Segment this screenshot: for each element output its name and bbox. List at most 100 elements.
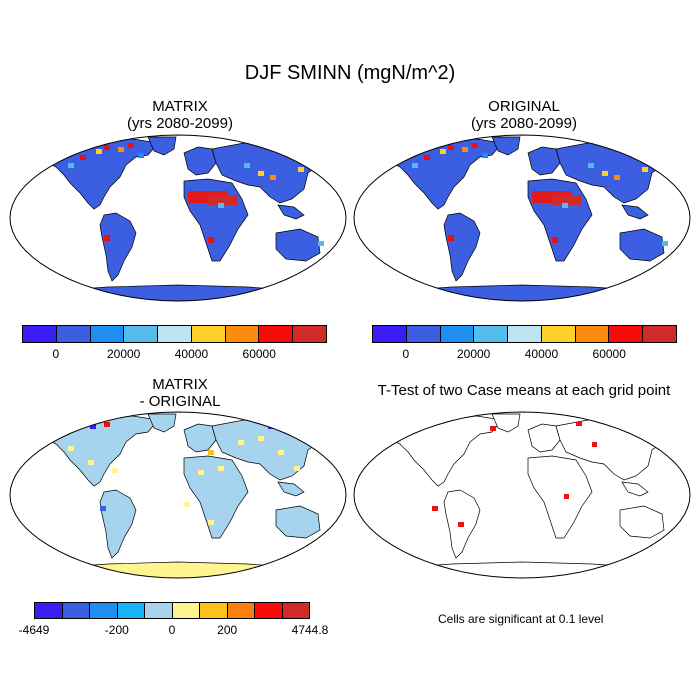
grid-cell bbox=[640, 432, 646, 437]
colorbar-label: 0 bbox=[168, 623, 176, 637]
land-africa bbox=[527, 455, 593, 539]
grid-cell bbox=[184, 502, 190, 507]
colorbar-label: 0 bbox=[52, 347, 60, 361]
land-europe bbox=[527, 146, 561, 176]
colorbar-label: 20000 bbox=[106, 347, 141, 361]
land-greenland bbox=[147, 136, 177, 156]
panel-title-matrix: MATRIX (yrs 2080-2099) bbox=[10, 98, 350, 132]
land-africa bbox=[183, 455, 249, 539]
colorbar-original bbox=[372, 325, 677, 343]
colorbar-swatch bbox=[90, 603, 118, 618]
grid-cell bbox=[68, 163, 74, 168]
colorbar-swatch bbox=[62, 603, 90, 618]
grid-cell bbox=[138, 153, 144, 158]
land-greenland bbox=[147, 413, 177, 433]
panel-title-line1: MATRIX bbox=[152, 98, 208, 115]
colorbar-swatch bbox=[609, 326, 644, 342]
colorbar-swatch bbox=[406, 326, 441, 342]
land-australia bbox=[619, 505, 665, 539]
panel-title-line2: (yrs 2080-2099) bbox=[127, 115, 233, 132]
colorbar-swatch bbox=[474, 326, 509, 342]
grid-cell bbox=[588, 163, 594, 168]
land-greenland bbox=[491, 413, 521, 433]
land-se-asia bbox=[621, 204, 649, 220]
grid-cell bbox=[472, 143, 478, 148]
figure-title: DJF SMINN (mgN/m^2) bbox=[244, 62, 456, 84]
colorbar-swatch bbox=[191, 326, 226, 342]
map-border bbox=[353, 134, 691, 302]
grid-cell bbox=[424, 155, 430, 160]
land-europe bbox=[183, 423, 217, 453]
map-border bbox=[9, 411, 347, 579]
panel-title-difference: MATRIX - ORIGINAL bbox=[10, 376, 350, 410]
colorbar-swatch bbox=[225, 326, 260, 342]
grid-cell bbox=[208, 520, 214, 525]
colorbar-swatch bbox=[172, 603, 200, 618]
grid-cell bbox=[294, 466, 300, 471]
colorbar-swatch bbox=[259, 326, 294, 342]
colorbar-label: 0 bbox=[402, 347, 410, 361]
grid-cell bbox=[440, 149, 446, 154]
grid-cell bbox=[258, 171, 264, 176]
colorbar-label: 20000 bbox=[456, 347, 491, 361]
grid-cell bbox=[258, 436, 264, 441]
map-border bbox=[353, 411, 691, 579]
grid-cell bbox=[576, 422, 582, 426]
colorbar-label: 40000 bbox=[524, 347, 559, 361]
grid-cell bbox=[90, 424, 96, 429]
grid-cell bbox=[662, 241, 668, 246]
map-original bbox=[353, 134, 691, 302]
grid-cell bbox=[208, 195, 238, 205]
grid-cell bbox=[118, 147, 124, 152]
colorbar-swatch bbox=[373, 326, 407, 342]
colorbar-swatch bbox=[145, 603, 173, 618]
map-matrix bbox=[9, 134, 347, 302]
colorbar-matrix bbox=[22, 325, 327, 343]
colorbar-swatch bbox=[56, 326, 91, 342]
colorbar-original-labels: 0 20000 40000 60000 bbox=[372, 347, 677, 363]
grid-cell bbox=[308, 434, 314, 439]
grid-cell bbox=[270, 175, 276, 180]
land-south-america bbox=[99, 212, 137, 282]
colorbar-swatch bbox=[158, 326, 192, 342]
grid-cell bbox=[432, 506, 438, 511]
colorbar-difference bbox=[34, 602, 310, 619]
land-north-america bbox=[391, 138, 503, 210]
land-se-asia bbox=[277, 204, 305, 220]
grid-cell bbox=[88, 460, 94, 465]
grid-cell bbox=[208, 237, 214, 243]
grid-cell bbox=[80, 155, 86, 160]
land-north-america bbox=[47, 415, 159, 487]
grid-cell bbox=[278, 450, 284, 455]
grid-cell bbox=[104, 422, 110, 427]
land-australia bbox=[275, 505, 321, 539]
grid-cell bbox=[638, 145, 644, 150]
grid-cell bbox=[218, 466, 224, 471]
land-south-america bbox=[443, 212, 481, 282]
colorbar-label: 60000 bbox=[592, 347, 626, 361]
land-europe bbox=[527, 423, 561, 453]
panel-title-original: ORIGINAL (yrs 2080-2099) bbox=[354, 98, 694, 132]
colorbar-swatch bbox=[90, 326, 125, 342]
grid-cell bbox=[128, 143, 134, 148]
colorbar-label: 200 bbox=[217, 623, 238, 637]
colorbar-swatch bbox=[508, 326, 542, 342]
grid-cell bbox=[104, 145, 110, 150]
grid-cell bbox=[602, 171, 608, 176]
grid-cell bbox=[100, 506, 106, 511]
grid-cell bbox=[298, 167, 304, 172]
land-europe bbox=[183, 146, 217, 176]
colorbar-swatch bbox=[643, 326, 677, 342]
map-ttest bbox=[353, 411, 691, 579]
grid-cell bbox=[208, 450, 214, 455]
land-australia bbox=[275, 228, 321, 262]
grid-cell bbox=[198, 470, 204, 475]
grid-cell bbox=[552, 237, 558, 243]
grid-cell bbox=[642, 167, 648, 172]
land-se-asia bbox=[277, 481, 305, 497]
colorbar-swatch bbox=[440, 326, 475, 342]
panel-title-ttest: T-Test of two Case means at each grid po… bbox=[377, 382, 671, 399]
land-australia bbox=[619, 228, 665, 262]
grid-cell bbox=[592, 442, 597, 447]
grid-cell bbox=[318, 241, 324, 246]
